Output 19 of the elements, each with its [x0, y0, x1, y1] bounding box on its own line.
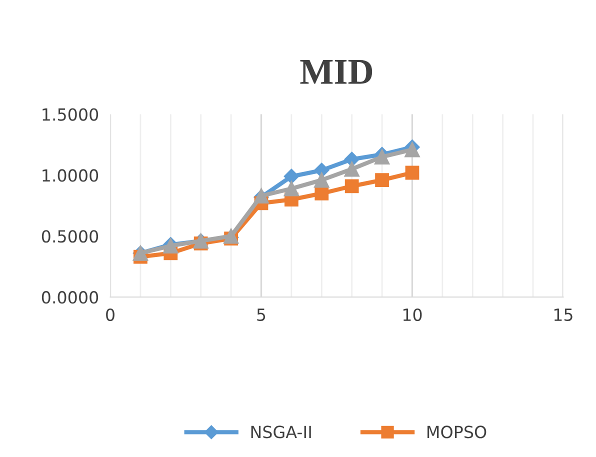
y-tick-label: 1.0000	[42, 169, 98, 182]
x-tick-label: 15	[554, 308, 572, 322]
point	[314, 186, 329, 200]
point	[284, 168, 300, 184]
point	[344, 179, 359, 194]
point	[405, 166, 420, 180]
point	[375, 173, 389, 188]
y-tick-label: 0.0000	[42, 291, 98, 304]
y-tick-label: 0.5000	[42, 230, 98, 243]
x-tick-label: 0	[106, 308, 114, 322]
x-tick-label: 5	[257, 308, 266, 322]
y-tick-label: 1.5000	[42, 108, 98, 121]
x-tick-label: 10	[403, 308, 422, 322]
point	[314, 172, 330, 188]
legend-label: MOPSO	[428, 426, 486, 438]
chart-title: MID	[300, 60, 372, 84]
legend-label: NSGA-II	[251, 426, 311, 438]
point	[344, 161, 360, 177]
point	[284, 180, 300, 196]
